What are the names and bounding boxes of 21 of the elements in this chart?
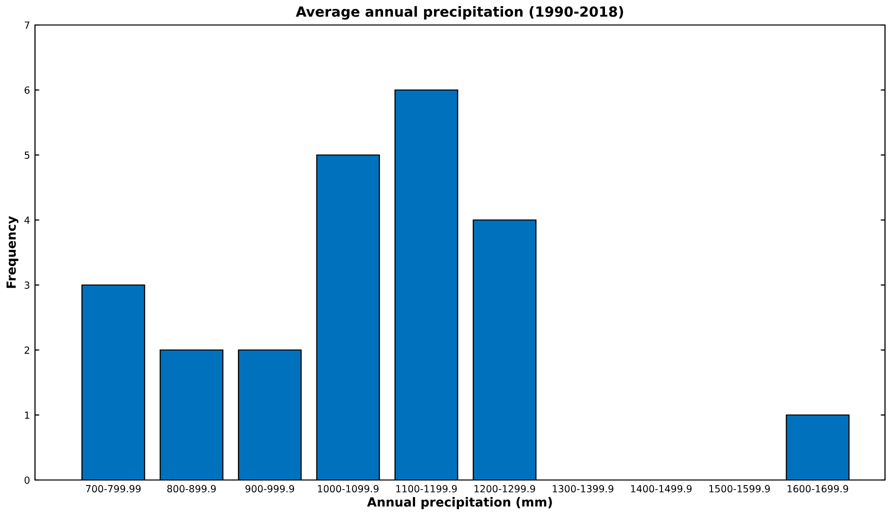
- y-tick-label: 5: [24, 152, 30, 159]
- y-tick-label: 1: [25, 412, 30, 419]
- x-tick-label: 800-899.9: [167, 485, 216, 492]
- x-tick-label: 700-799.99: [86, 485, 141, 492]
- y-tick-label: 0: [24, 476, 30, 484]
- y-tick-label: 3: [24, 281, 30, 289]
- y-tick-label: 4: [24, 216, 30, 224]
- y-tick-label: 7: [24, 22, 30, 29]
- x-tick-label: 1300-1399.9: [552, 485, 614, 492]
- x-tick-label: 1500-1599.9: [709, 485, 770, 492]
- x-tick-label: 1100-1199.9: [396, 485, 457, 492]
- x-tick-label: 1600-1699.9: [788, 485, 848, 492]
- x-tick-label: 1400-1499.9: [631, 485, 692, 492]
- x-tick-label: 1000-1099.9: [318, 485, 379, 492]
- x-tick-label: 900-999.9: [245, 485, 294, 492]
- y-tick-label: 6: [24, 86, 30, 94]
- y-axis-title: Frequency: [6, 216, 18, 288]
- chart-title: Average annual precipitation (1990-2018): [296, 6, 624, 20]
- x-tick-label: 1200-1299.9: [474, 485, 536, 492]
- y-tick-label: 2: [24, 346, 30, 354]
- x-axis-title: Annual precipitation (mm): [367, 497, 552, 510]
